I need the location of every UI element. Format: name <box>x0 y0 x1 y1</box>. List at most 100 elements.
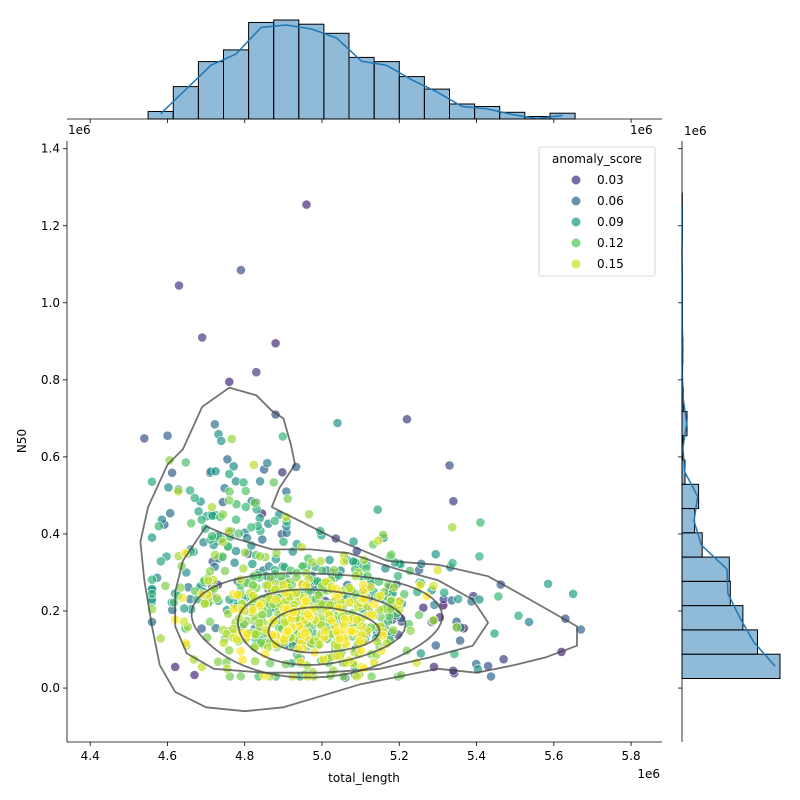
data-point <box>448 496 459 507</box>
data-point <box>180 457 191 468</box>
data-point <box>313 590 324 601</box>
data-point <box>277 431 288 442</box>
data-point <box>211 593 222 603</box>
y-axis-label: N50 <box>15 429 29 453</box>
data-point <box>147 532 157 543</box>
data-point <box>304 509 314 520</box>
data-point <box>447 522 458 533</box>
data-point <box>185 485 195 496</box>
data-point <box>444 460 455 471</box>
legend-frame <box>538 146 656 277</box>
data-point <box>338 556 349 567</box>
top-marginal-offset-left: 1e6 <box>68 123 91 137</box>
data-point <box>220 566 230 576</box>
data-point <box>307 557 318 568</box>
data-point <box>217 509 228 520</box>
contour-line <box>236 588 407 666</box>
data-point <box>326 615 337 626</box>
data-point <box>210 466 221 477</box>
data-point <box>328 665 339 676</box>
data-point <box>331 592 342 602</box>
data-point <box>224 495 235 506</box>
right-histogram-bar <box>681 508 696 534</box>
data-point <box>224 376 235 387</box>
data-point <box>262 580 273 591</box>
data-point <box>430 549 441 560</box>
data-point <box>333 602 344 613</box>
data-point <box>302 609 313 620</box>
right-histogram-bar <box>681 653 781 680</box>
data-point <box>388 625 399 636</box>
data-point <box>251 367 262 378</box>
data-point <box>197 332 208 343</box>
data-point <box>170 662 181 672</box>
data-point <box>568 589 578 599</box>
data-point <box>399 589 410 600</box>
x-tick-label: 5.6 <box>544 749 563 763</box>
data-point <box>232 634 242 645</box>
x-axis-label: total_length <box>328 771 400 785</box>
data-point <box>147 476 157 487</box>
data-point <box>174 280 184 291</box>
legend-title: anomaly_score <box>552 152 642 166</box>
data-point <box>428 581 439 591</box>
top-marginal-kde-curve <box>160 24 563 120</box>
data-point <box>324 555 335 565</box>
data-point <box>224 645 235 656</box>
data-point <box>164 455 175 466</box>
data-point <box>247 559 258 569</box>
data-point <box>248 459 259 470</box>
top-histogram-bar <box>298 23 325 120</box>
data-point <box>320 626 330 636</box>
data-point <box>418 602 429 613</box>
top-histogram-bar <box>172 86 199 120</box>
contour-line <box>267 606 381 654</box>
y-tick-label: 0.4 <box>41 527 60 541</box>
data-point <box>344 583 355 593</box>
data-point <box>332 418 343 428</box>
data-point <box>228 461 239 472</box>
data-point <box>186 518 197 529</box>
data-point <box>315 556 326 566</box>
data-point <box>393 571 403 581</box>
data-point <box>210 550 220 560</box>
legend-label: 0.06 <box>597 194 624 208</box>
data-point <box>354 636 365 646</box>
data-point <box>338 620 349 631</box>
data-point <box>235 646 246 657</box>
data-point <box>160 581 171 591</box>
data-point <box>216 435 227 446</box>
contour-line <box>190 572 444 679</box>
data-point <box>451 622 462 633</box>
data-point <box>282 626 293 637</box>
data-point <box>255 476 265 487</box>
data-point <box>346 626 357 636</box>
y-tick-label: 0.8 <box>41 373 60 387</box>
data-point <box>348 556 359 567</box>
data-point <box>474 551 485 562</box>
y-tick-label: 0.0 <box>41 681 60 695</box>
data-point <box>257 534 268 545</box>
legend-marker <box>570 258 582 270</box>
y-tick-label: 1.2 <box>41 219 60 233</box>
data-point <box>241 628 252 639</box>
legend-label: 0.12 <box>597 236 624 250</box>
data-point <box>300 627 311 638</box>
data-point <box>199 598 210 609</box>
data-point <box>177 593 188 603</box>
legend-marker <box>570 216 582 228</box>
data-point <box>372 504 383 515</box>
data-point <box>235 671 246 682</box>
data-point <box>291 461 301 472</box>
legend-marker <box>570 195 582 207</box>
data-point <box>301 596 311 607</box>
data-point <box>389 582 399 593</box>
legend-marker <box>570 237 582 249</box>
data-point <box>206 502 217 512</box>
y-tick-label: 0.6 <box>41 450 60 464</box>
data-point <box>414 610 424 620</box>
data-point <box>430 640 441 651</box>
data-point <box>375 591 386 601</box>
data-point <box>475 517 486 528</box>
